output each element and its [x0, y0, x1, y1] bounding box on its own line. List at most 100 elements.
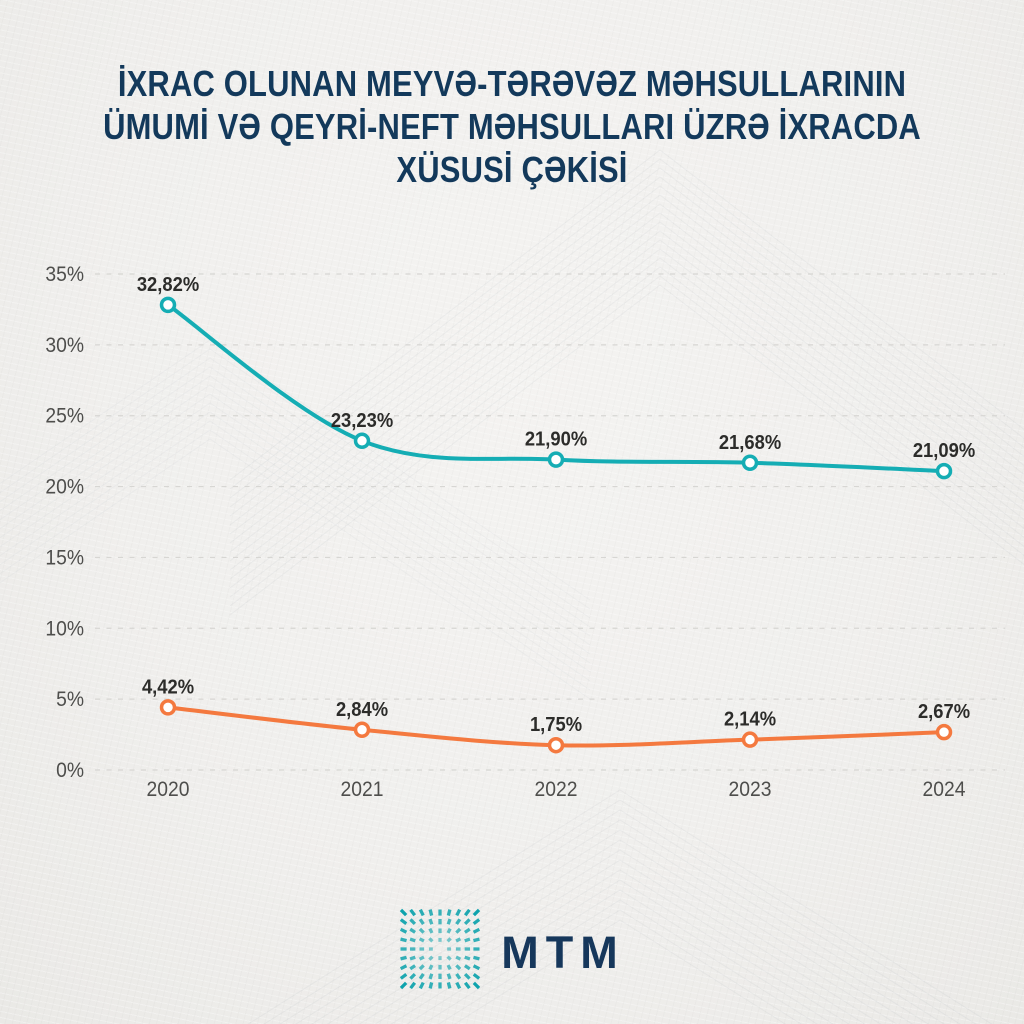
data-point-marker-series-orange [547, 736, 565, 754]
y-axis-tick-label: 25% [45, 405, 84, 428]
data-point-marker-series-teal [159, 296, 177, 314]
logo-burst-dash [400, 908, 408, 917]
logo-burst-dash [447, 909, 452, 916]
data-point-label: 21,68% [719, 432, 781, 454]
data-point-label-group: 2,67% [918, 702, 970, 724]
logo-burst-dash [464, 927, 471, 934]
logo-burst-dash [409, 908, 417, 917]
title-line-1: İXRAC OLUNAN MEYVƏ-TƏRƏVƏZ MƏHSULLARININ [117, 63, 907, 104]
logo-burst-dash [472, 981, 481, 990]
y-axis-tick-label: 30% [45, 334, 84, 357]
logo-burst-dash [428, 937, 434, 943]
x-axis-tick: 2022 [535, 778, 578, 801]
logo-burst-dash [400, 955, 408, 961]
logo-burst-dash [419, 937, 425, 943]
logo-burst-dash [428, 982, 434, 989]
y-axis-tick: 10% [45, 618, 84, 641]
title-line-3: XÜSUSİ ÇƏKİSİ [396, 149, 628, 190]
logo-burst-dash [455, 955, 462, 961]
data-point-label-group: 32,82% [137, 274, 199, 296]
x-axis-tick: 2024 [923, 778, 966, 801]
data-point-marker-series-teal [741, 454, 759, 472]
data-point-label: 2,67% [918, 702, 970, 724]
logo-burst-dash [409, 972, 417, 980]
logo-burst-dash [464, 908, 471, 917]
data-point-marker-series-orange [159, 699, 177, 716]
mtm-burst-logo-icon [400, 908, 481, 990]
y-axis-tick: 5% [56, 688, 84, 711]
logo-burst-dash [409, 955, 417, 961]
logo-burst-dash [419, 918, 426, 926]
x-axis-tick: 2021 [341, 778, 384, 801]
logo-burst-dash [473, 927, 481, 934]
logo-burst-dash [472, 972, 481, 980]
x-axis-tick-label: 2021 [341, 778, 384, 801]
data-point-label-group: 1,75% [530, 715, 582, 737]
logo-burst-dash [473, 964, 481, 971]
logo-burst-dash [473, 937, 481, 943]
y-axis-tick-label: 10% [45, 618, 84, 641]
data-point-label: 32,82% [137, 274, 199, 296]
logo-burst-dash [400, 964, 408, 971]
data-point-label: 4,42% [142, 677, 194, 699]
logo-burst-dash [455, 981, 462, 990]
data-point-label: 21,09% [913, 440, 975, 462]
data-point-label: 1,75% [530, 715, 582, 737]
logo-burst-dash [409, 981, 417, 990]
logo-burst-dash [419, 972, 426, 980]
y-axis-tick: 35% [45, 263, 84, 286]
data-point-label-group: 2,14% [724, 709, 776, 731]
data-point-label-group: 21,09% [913, 440, 975, 462]
logo-burst-dash [446, 918, 452, 925]
logo-burst-dash [464, 955, 471, 961]
logo-burst-dash [419, 981, 425, 990]
data-point-marker-series-orange [353, 721, 371, 739]
logo-burst-dash [464, 972, 471, 980]
logo-burst-dash [446, 937, 453, 943]
logo-burst-dash [428, 918, 434, 925]
logo-burst-dash [409, 918, 417, 926]
logo-burst-dash [464, 981, 471, 990]
logo-burst-dash [400, 972, 408, 980]
x-axis-tick-label: 2022 [535, 778, 578, 801]
x-axis-tick-label: 2023 [729, 778, 772, 801]
data-point-label: 23,23% [331, 410, 393, 432]
x-axis-tick-label: 2020 [147, 778, 190, 801]
logo-burst-dash [409, 964, 417, 971]
logo-burst-dash [419, 955, 425, 961]
data-point-label-group: 23,23% [331, 410, 393, 432]
logo-burst-dash [446, 973, 452, 980]
logo-burst-dash [464, 918, 471, 926]
logo-burst-dash [446, 955, 453, 961]
y-axis-tick: 25% [45, 405, 84, 428]
title-line-2: ÜMUMİ VƏ QEYRİ-NEFT MƏHSULLARI ÜZRƏ İXRA… [103, 106, 921, 147]
logo-burst-dash [455, 918, 462, 926]
y-axis-tick-label: 0% [56, 759, 84, 782]
page-title: İXRAC OLUNAN MEYVƏ-TƏRƏVƏZ MƏHSULLARININ… [0, 62, 1024, 191]
y-axis-tick: 0% [56, 759, 84, 782]
logo-burst-dash [455, 972, 462, 980]
logo-burst-dash [400, 918, 408, 926]
data-point-marker-series-orange [741, 731, 759, 748]
logo-burst-dash [409, 937, 417, 943]
logo-burst-dash [428, 973, 434, 980]
logo-burst-dash [428, 927, 434, 934]
logo-burst-dash [409, 927, 417, 934]
logo-burst-dash [464, 937, 471, 943]
logo-burst-dash [455, 927, 462, 934]
y-axis-tick-label: 15% [45, 547, 84, 570]
x-axis-tick: 2020 [147, 778, 190, 801]
y-axis-tick-label: 5% [56, 688, 84, 711]
logo-burst-dash [472, 918, 481, 926]
y-axis-tick: 20% [45, 476, 84, 499]
brand-logo-text: MTM [501, 926, 625, 978]
logo-burst-dash [419, 908, 425, 917]
y-axis-tick: 30% [45, 334, 84, 357]
logo-burst-dash [473, 955, 481, 961]
logo-burst-dash [400, 937, 408, 943]
y-axis-tick-label: 20% [45, 476, 84, 499]
logo-burst-dash [428, 955, 434, 961]
data-point-marker-series-orange [935, 723, 953, 741]
data-point-label: 2,14% [724, 709, 776, 731]
